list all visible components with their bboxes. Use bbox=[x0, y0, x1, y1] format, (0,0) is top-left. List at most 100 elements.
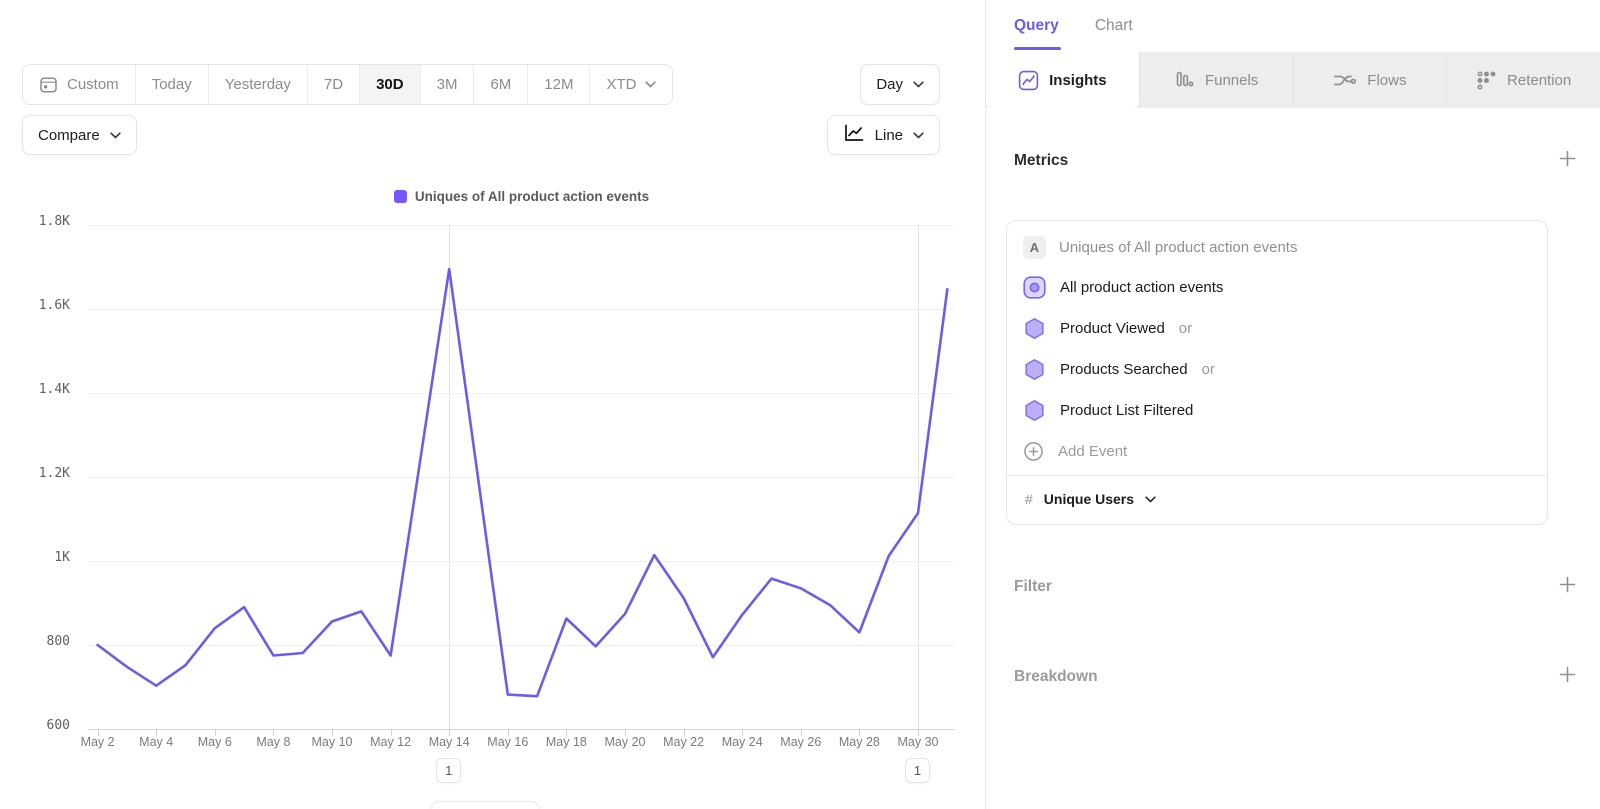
hexagon-icon bbox=[1023, 399, 1046, 422]
range-xtd[interactable]: XTD bbox=[589, 65, 673, 104]
range-custom[interactable]: Custom bbox=[23, 65, 135, 104]
x-axis-tick bbox=[273, 729, 275, 736]
gridline bbox=[88, 309, 955, 310]
metrics-heading: Metrics bbox=[1014, 152, 1069, 169]
gridline bbox=[88, 729, 955, 730]
x-axis-tick-label: May 16 bbox=[487, 735, 529, 749]
chevron-down-icon bbox=[110, 131, 121, 139]
gridline bbox=[88, 645, 955, 646]
add-breakdown-button[interactable] bbox=[1559, 666, 1576, 688]
x-axis-tick bbox=[97, 729, 99, 736]
tab-query[interactable]: Query bbox=[1014, 17, 1059, 34]
x-axis-tick-label: May 8 bbox=[256, 735, 291, 749]
x-axis-tick bbox=[859, 729, 861, 736]
y-axis-tick-label: 1K bbox=[54, 550, 70, 565]
y-axis-tick-label: 1.2K bbox=[38, 466, 70, 481]
x-axis-tick bbox=[156, 729, 158, 736]
event-row[interactable]: Product List Filtered bbox=[1007, 390, 1547, 431]
chevron-down-icon bbox=[645, 81, 657, 88]
aggregation-dropdown[interactable]: # Unique Users bbox=[1007, 476, 1547, 522]
plus-icon bbox=[1559, 666, 1576, 688]
range-6m[interactable]: 6M bbox=[473, 65, 528, 104]
event-name: All product action events bbox=[1060, 279, 1224, 296]
granularity-dropdown[interactable]: Day bbox=[860, 64, 940, 105]
range-30d[interactable]: 30D bbox=[359, 65, 420, 104]
legend-swatch bbox=[393, 190, 407, 203]
line-chart-icon bbox=[843, 123, 865, 147]
x-axis-tick bbox=[566, 729, 568, 736]
query-panel: Query Chart Insights Funnels Flows Retentio… bbox=[985, 0, 1600, 809]
number-icon: # bbox=[1025, 491, 1033, 507]
series-line[interactable] bbox=[96, 267, 949, 698]
x-axis-tick bbox=[390, 729, 392, 736]
x-axis-tick bbox=[800, 729, 802, 736]
range-label: 30D bbox=[376, 76, 404, 93]
chart-legend: Uniques of All product action events bbox=[88, 189, 955, 204]
subtab-flows[interactable]: Flows bbox=[1292, 52, 1447, 108]
legend-label: Uniques of All product action events bbox=[414, 189, 650, 204]
metric-card-title: Uniques of All product action events bbox=[1059, 239, 1298, 256]
x-axis-tick-label: May 30 bbox=[897, 735, 939, 749]
all-events-icon bbox=[1023, 276, 1046, 299]
breakdown-section-header: Breakdown bbox=[1014, 666, 1576, 688]
gridline bbox=[88, 477, 955, 478]
funnels-icon bbox=[1174, 70, 1195, 91]
event-row[interactable]: Products Searched or bbox=[1007, 349, 1547, 390]
x-axis-tick-label: May 2 bbox=[80, 735, 115, 749]
annotation-badge[interactable]: 1 bbox=[905, 758, 930, 783]
add-metric-button[interactable] bbox=[1559, 150, 1576, 172]
y-axis-tick-label: 1.4K bbox=[38, 382, 70, 397]
add-filter-button[interactable] bbox=[1559, 576, 1576, 598]
add-event-button[interactable]: Add Event bbox=[1007, 431, 1547, 472]
x-axis-tick-label: May 18 bbox=[545, 735, 587, 749]
metric-card-header[interactable]: A Uniques of All product action events bbox=[1007, 221, 1547, 267]
subtab-retention[interactable]: Retention bbox=[1446, 52, 1600, 108]
chart-type-dropdown[interactable]: Line bbox=[826, 115, 940, 155]
event-row[interactable]: All product action events bbox=[1007, 267, 1547, 308]
plus-icon bbox=[1559, 150, 1576, 172]
circle-plus-icon bbox=[1023, 441, 1044, 462]
range-12m[interactable]: 12M bbox=[527, 65, 590, 104]
annotation-list-partial[interactable] bbox=[430, 801, 540, 809]
subtab-label: Flows bbox=[1367, 71, 1407, 89]
insights-icon bbox=[1018, 70, 1039, 91]
breakdown-heading: Breakdown bbox=[1014, 668, 1098, 685]
x-axis-tick bbox=[332, 729, 333, 736]
metric-card: A Uniques of All product action events A… bbox=[1006, 220, 1548, 525]
filter-heading: Filter bbox=[1014, 578, 1052, 595]
annotation-line bbox=[449, 225, 451, 729]
range-3m[interactable]: 3M bbox=[419, 65, 474, 104]
x-axis-tick bbox=[742, 729, 744, 736]
range-label: 3M bbox=[436, 76, 458, 93]
subtab-insights[interactable]: Insights bbox=[986, 52, 1139, 108]
chart-type-label: Line bbox=[874, 126, 903, 144]
tab-chart[interactable]: Chart bbox=[1094, 17, 1133, 34]
aggregation-label: Unique Users bbox=[1043, 491, 1135, 507]
range-today[interactable]: Today bbox=[134, 65, 208, 104]
subtab-label: Funnels bbox=[1204, 71, 1259, 89]
event-operator: or bbox=[1178, 320, 1193, 337]
card-divider bbox=[1007, 475, 1547, 476]
metrics-section-header: Metrics bbox=[1014, 150, 1576, 172]
range-yesterday[interactable]: Yesterday bbox=[207, 65, 307, 104]
x-axis-tick-label: May 12 bbox=[370, 735, 412, 749]
range-7d[interactable]: 7D bbox=[306, 65, 360, 104]
compare-dropdown[interactable]: Compare bbox=[22, 115, 137, 155]
x-axis-tick bbox=[625, 729, 626, 736]
y-axis-tick-label: 1.8K bbox=[38, 214, 70, 229]
x-axis-tick-label: May 22 bbox=[663, 735, 705, 749]
granularity-label: Day bbox=[876, 76, 903, 93]
range-label: Custom bbox=[67, 76, 119, 93]
event-list: All product action events Product Viewed o… bbox=[1007, 267, 1547, 431]
subtab-funnels[interactable]: Funnels bbox=[1138, 52, 1293, 108]
event-row[interactable]: Product Viewed or bbox=[1007, 308, 1547, 349]
range-label: Today bbox=[151, 76, 192, 93]
x-axis-tick-label: May 28 bbox=[838, 735, 880, 749]
active-tab-underline bbox=[1014, 47, 1061, 50]
range-label: 6M bbox=[490, 76, 512, 93]
annotation-badge[interactable]: 1 bbox=[436, 758, 462, 783]
subtab-label: Insights bbox=[1049, 71, 1107, 89]
x-axis-tick bbox=[214, 729, 216, 736]
compare-label: Compare bbox=[38, 126, 100, 144]
y-axis-tick-label: 600 bbox=[46, 718, 70, 733]
